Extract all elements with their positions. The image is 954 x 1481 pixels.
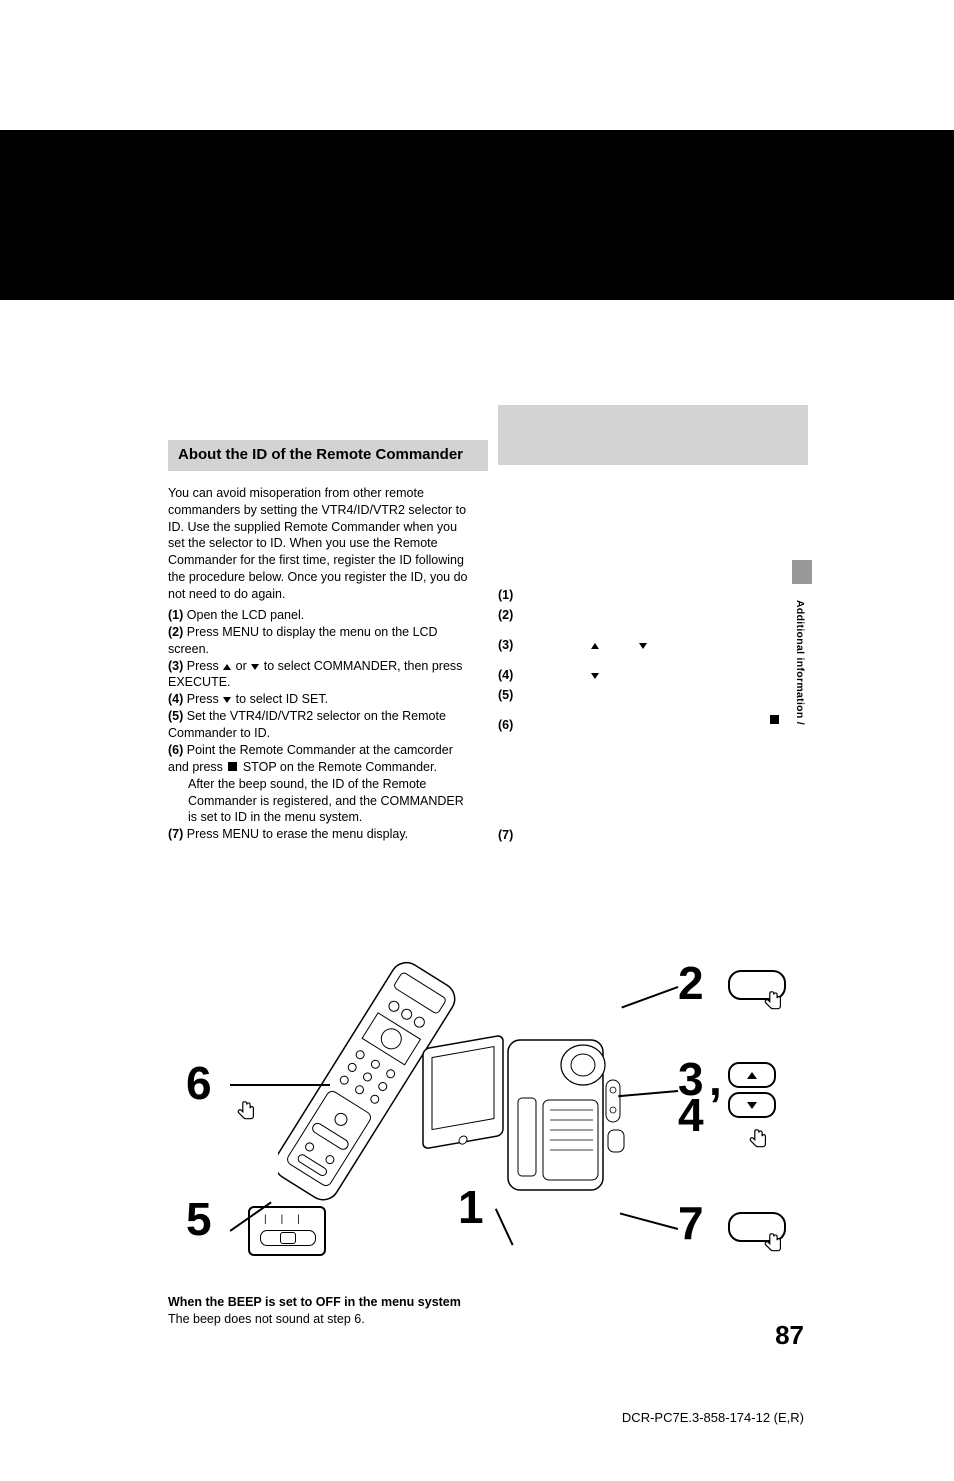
main-content: About the ID of the Remote Commander You… — [168, 440, 808, 845]
up-button — [728, 1062, 776, 1088]
step-2: (2) Press MENU to display the menu on th… — [168, 624, 468, 658]
step-6-text-b: STOP on the Remote Commander. — [239, 760, 437, 774]
callout-2: 2 — [678, 956, 704, 1010]
step-r6: (6) — [498, 715, 808, 735]
steps-left: (1) Open the LCD panel. (2) Press MENU t… — [168, 607, 468, 843]
step-r4-num: (4) — [498, 665, 522, 685]
step-5-num: (5) — [168, 709, 183, 723]
steps-right: (1) (2) (3) (4) (5) (6) (7) — [498, 585, 808, 845]
step-3: (3) Press or to select COMMANDER, then p… — [168, 658, 468, 692]
leader-line-2 — [621, 986, 678, 1008]
step-4-num: (4) — [168, 692, 183, 706]
page-number: 87 — [775, 1320, 804, 1351]
step-4-text-a: Press — [187, 692, 222, 706]
left-column: You can avoid misoperation from other re… — [168, 485, 468, 845]
callout-1: 1 — [458, 1180, 484, 1234]
step-r4: (4) — [498, 665, 808, 685]
stop-icon — [228, 762, 237, 771]
step-r1: (1) — [498, 585, 808, 605]
instruction-diagram: ||| 1 2 3 , 4 5 6 7 — [168, 950, 818, 1285]
step-5: (5) Set the VTR4/ID/VTR2 selector on the… — [168, 708, 468, 742]
step-7-text: Press MENU to erase the menu display. — [187, 827, 408, 841]
hand-press-icon-7 — [763, 1232, 785, 1254]
up-triangle-icon — [747, 1072, 757, 1079]
page-root: Additional information / About the ID of… — [0, 130, 954, 1481]
step-r5-num: (5) — [498, 685, 522, 705]
step-1-text: Open the LCD panel. — [187, 608, 304, 622]
down-button — [728, 1092, 776, 1118]
bottom-note: When the BEEP is set to OFF in the menu … — [168, 1294, 468, 1328]
bottom-note-body: The beep does not sound at step 6. — [168, 1311, 468, 1328]
down-arrow-icon-r — [638, 635, 648, 655]
leader-line-6 — [230, 1084, 330, 1086]
step-2-num: (2) — [168, 625, 183, 639]
step-6: (6) Point the Remote Commander at the ca… — [168, 742, 468, 826]
stop-icon-r — [770, 715, 779, 724]
up-arrow-icon — [222, 659, 232, 673]
model-code: DCR-PC7E.3-858-174-12 (E,R) — [622, 1410, 804, 1425]
intro-paragraph: You can avoid misoperation from other re… — [168, 485, 468, 603]
step-r2: (2) — [498, 605, 808, 625]
down-arrow-icon-r2 — [590, 665, 600, 685]
callout-5: 5 — [186, 1192, 212, 1246]
camcorder-illustration — [418, 1020, 638, 1220]
step-2-text: Press MENU to display the menu on the LC… — [168, 625, 438, 656]
step-7: (7) Press MENU to erase the menu display… — [168, 826, 468, 843]
down-triangle-icon — [747, 1102, 757, 1109]
step-6-num: (6) — [168, 743, 183, 757]
step-4-text-b: to select ID SET. — [232, 692, 328, 706]
hand-press-icon-6 — [236, 1100, 258, 1122]
step-3-text-b: or — [232, 659, 250, 673]
step-r3: (3) — [498, 635, 808, 655]
step-r5: (5) — [498, 685, 808, 705]
bottom-note-title: When the BEEP is set to OFF in the menu … — [168, 1294, 468, 1311]
right-heading-placeholder — [498, 405, 808, 465]
selector-switch-detail: ||| — [248, 1206, 326, 1256]
top-black-banner — [0, 130, 954, 300]
step-3-num: (3) — [168, 659, 183, 673]
callout-4: 4 — [678, 1088, 704, 1142]
hand-press-icon-34 — [748, 1128, 770, 1150]
step-7-num: (7) — [168, 827, 183, 841]
up-down-buttons — [728, 1062, 772, 1122]
switch-knob — [280, 1232, 296, 1244]
callout-7: 7 — [678, 1196, 704, 1250]
hand-press-icon-2 — [763, 990, 785, 1012]
camera-svg — [418, 1020, 638, 1220]
step-r7: (7) — [498, 825, 808, 845]
callout-6: 6 — [186, 1056, 212, 1110]
up-arrow-icon-r — [590, 635, 600, 655]
step-3-text-a: Press — [187, 659, 222, 673]
step-5-text: Set the VTR4/ID/VTR2 selector on the Rem… — [168, 709, 446, 740]
step-r3-num: (3) — [498, 635, 522, 655]
right-column: (1) (2) (3) (4) (5) (6) (7) — [498, 485, 808, 845]
callout-comma: , — [709, 1052, 722, 1106]
step-1: (1) Open the LCD panel. — [168, 607, 468, 624]
step-4: (4) Press to select ID SET. — [168, 691, 468, 708]
switch-ticks: ||| — [264, 1214, 300, 1225]
two-column-layout: You can avoid misoperation from other re… — [168, 485, 808, 845]
step-r2-num: (2) — [498, 605, 522, 625]
step-1-num: (1) — [168, 608, 183, 622]
down-arrow-icon-2 — [222, 692, 232, 706]
step-r1-num: (1) — [498, 585, 522, 605]
step-r6-num: (6) — [498, 715, 522, 735]
down-arrow-icon — [250, 659, 260, 673]
step-r7-num: (7) — [498, 825, 522, 845]
step-6-text-c: After the beep sound, the ID of the Remo… — [188, 776, 468, 827]
leader-line-7 — [620, 1212, 678, 1229]
section-heading: About the ID of the Remote Commander — [168, 440, 488, 471]
